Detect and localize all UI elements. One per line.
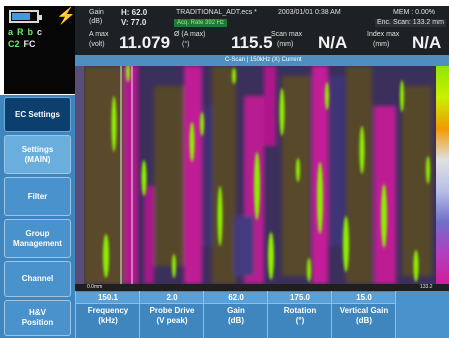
indexmax-label: Index max xyxy=(367,31,400,38)
phase-unit: (°) xyxy=(182,41,190,48)
param-frequency[interactable]: 150.1 Frequency (kHz) xyxy=(75,291,140,338)
readout-header: Gain (dB) H: 62.0 V: 77.0 TRADITIONAL_AD… xyxy=(75,6,449,55)
param-probe-drive-label: Probe Drive (V peak) xyxy=(149,306,195,325)
status-panel: ⚡ a R b c C2 FC xyxy=(4,6,76,94)
menu-ec-settings[interactable]: EC Settings xyxy=(4,97,71,132)
file-name: TRADITIONAL_ADT.ecs * xyxy=(176,9,257,16)
acq-rate: Acq. Rate 392 Hz xyxy=(174,19,228,27)
menu-hv-position[interactable]: H&V Position xyxy=(4,300,71,336)
side-menu: EC Settings Settings (MAIN) Filter Group… xyxy=(0,95,75,338)
status-channel-c2: C2 xyxy=(8,39,20,49)
cscan-plot[interactable] xyxy=(84,66,436,284)
parameter-bar: 150.1 Frequency (kHz) 2.0 Probe Drive (V p… xyxy=(75,291,449,338)
amax-value: 11.079 xyxy=(119,33,171,52)
charging-bolt-icon: ⚡ xyxy=(56,8,76,25)
scan-axis-end: 133.2 xyxy=(420,284,433,290)
menu-hv-position-label: H&V Position xyxy=(21,308,54,327)
battery-icon xyxy=(9,10,42,23)
menu-channel[interactable]: Channel xyxy=(4,261,71,297)
menu-settings-main-label: Settings (MAIN) xyxy=(21,144,54,164)
scanmax-label: Scan max xyxy=(271,31,303,38)
gain-v-value: V: 77.0 xyxy=(121,18,147,27)
menu-ec-settings-label: EC Settings xyxy=(15,109,60,119)
menu-channel-label: Channel xyxy=(21,274,54,283)
param-rotation[interactable]: 175.0 Rotation (°) xyxy=(267,291,332,338)
gain-unit: (dB) xyxy=(89,18,103,25)
status-indicator-a: a xyxy=(8,27,14,37)
view-title-strip: C-Scan | 150kHz (X) Current xyxy=(75,55,449,66)
gain-label: Gain xyxy=(89,9,104,16)
param-vertical-gain-label: Vertical Gain (dB) xyxy=(339,306,389,325)
status-row-channels: C2 FC xyxy=(8,40,74,50)
status-channel-fc: FC xyxy=(23,39,36,49)
memory-usage: MEM : 0.00% xyxy=(393,9,436,16)
phase-value: 115.5 xyxy=(231,33,273,52)
menu-settings-main[interactable]: Settings (MAIN) xyxy=(4,135,71,174)
menu-group-management[interactable]: Group Management xyxy=(4,219,71,258)
param-frequency-value: 150.1 xyxy=(76,292,140,304)
menu-group-management-label: Group Management xyxy=(13,228,62,248)
param-gain[interactable]: 62.0 Gain (dB) xyxy=(203,291,268,338)
color-palette-scale xyxy=(436,66,449,284)
param-frequency-label: Frequency (kHz) xyxy=(87,306,129,325)
status-row-icons: a R b c xyxy=(8,28,74,38)
param-empty-slot xyxy=(395,291,449,338)
view-title: C-Scan | 150kHz (X) Current xyxy=(225,57,302,63)
gain-h-value: H: 62.0 xyxy=(121,8,148,17)
amax-label: A max xyxy=(89,31,109,38)
indexmax-value: N/A xyxy=(412,33,442,52)
menu-filter[interactable]: Filter xyxy=(4,177,71,216)
datetime: 2003/01/01 0:38 AM xyxy=(278,9,341,16)
scanmax-value: N/A xyxy=(318,33,348,52)
param-probe-drive[interactable]: 2.0 Probe Drive (V peak) xyxy=(139,291,204,338)
param-gain-label: Gain (dB) xyxy=(227,306,245,325)
encoder-scan: Enc. Scan: 133.2 mm xyxy=(375,19,446,27)
menu-filter-label: Filter xyxy=(27,191,48,201)
param-vertical-gain-value: 15.0 xyxy=(332,292,396,304)
param-rotation-value: 175.0 xyxy=(268,292,332,304)
param-rotation-label: Rotation (°) xyxy=(283,306,317,325)
param-probe-drive-value: 2.0 xyxy=(140,292,204,304)
status-indicator-r: R xyxy=(17,27,24,37)
param-gain-value: 62.0 xyxy=(204,292,268,304)
scanmax-unit: (mm) xyxy=(277,41,294,48)
status-indicator-c: c xyxy=(37,27,43,37)
phase-label: Ø (A max) xyxy=(174,31,206,38)
index-axis xyxy=(75,66,84,284)
cscan-view[interactable]: 0.0mm 133.2 xyxy=(75,66,449,291)
param-vertical-gain[interactable]: 15.0 Vertical Gain (dB) xyxy=(331,291,396,338)
scan-axis-start: 0.0mm xyxy=(87,284,103,290)
scan-axis: 0.0mm 133.2 xyxy=(75,284,449,291)
cscan-image xyxy=(84,66,436,284)
amax-unit: (volt) xyxy=(89,41,105,48)
status-indicator-b: b xyxy=(27,27,34,37)
indexmax-unit: (mm) xyxy=(373,41,390,48)
